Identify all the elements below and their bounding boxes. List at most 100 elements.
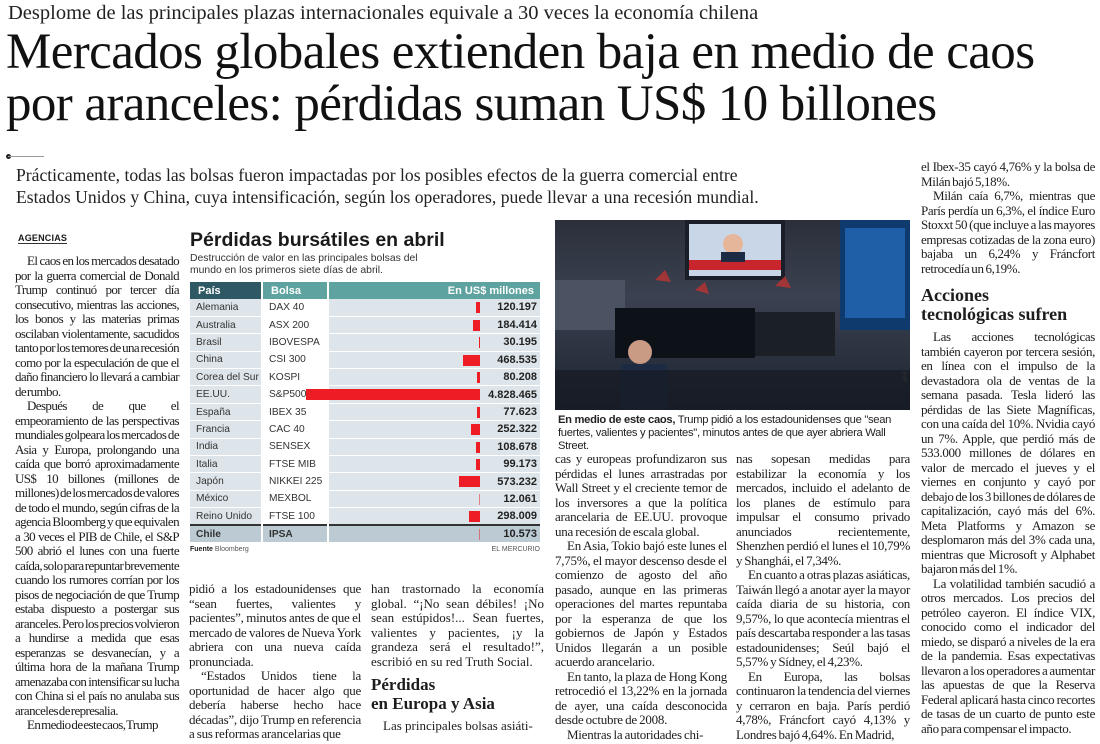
cell-bolsa: IBOVESPA	[262, 333, 329, 352]
subhead-line-2: en Europa y Asia	[371, 694, 495, 713]
source-label: Fuente	[190, 545, 213, 553]
bar-italia	[476, 459, 480, 471]
cell-bolsa: FTSE 100	[262, 507, 329, 526]
bar-chile	[478, 529, 480, 541]
bar-brasil	[478, 337, 480, 349]
article-column-2: pidió a los estadounidenses que “sean fu…	[189, 581, 361, 742]
deck-line-2: Estados Unidos y China, cuya intensifica…	[16, 187, 759, 207]
cell-pais: Brasil	[190, 333, 263, 352]
paragraph: Las principales bolsas asiáti-	[383, 718, 533, 733]
paragraph: En Europa, las bolsas continuaron la ten…	[736, 668, 910, 742]
cell-pais: India	[190, 438, 263, 457]
paragraph: En cuanto a otras plazas asiáticas, Taiw…	[736, 567, 910, 669]
paragraph: han trastornado la economía global. “¡No…	[371, 581, 544, 669]
value-label: 298.009	[497, 510, 537, 523]
caption-lead: En medio de este caos,	[558, 414, 676, 426]
cell-value: 4.828.465	[306, 385, 540, 404]
cell-pais: Italia	[190, 455, 263, 474]
cell-pais: Australia	[190, 316, 263, 335]
bar-reino-unido	[469, 511, 480, 523]
paragraph: el Ibex-35 cayó 4,76% y la bolsa de Milá…	[921, 159, 1095, 189]
value-label: 80.208	[503, 371, 537, 384]
bar-corea-del-sur	[477, 372, 480, 384]
kicker: Desplome de las principales plazas inter…	[8, 2, 759, 24]
cell-value: 10.573	[328, 524, 540, 543]
cell-value: 30.195	[328, 333, 540, 352]
article-column-3: han trastornado la economía global. “¡No…	[371, 581, 544, 742]
header-pais: País	[190, 282, 263, 299]
subhead: Pérdidas en Europa y Asia	[371, 675, 544, 713]
header-bolsa: Bolsa	[262, 282, 329, 299]
deck-line-1: Prácticamente, todas las bolsas fueron i…	[16, 165, 738, 185]
cell-pais: China	[190, 351, 263, 370]
paragraph: En Asia, Tokio bajó este lunes el 7,75%,…	[555, 538, 727, 669]
paragraph: pidió a los estadounidenses que “sean fu…	[189, 581, 361, 669]
subhead-line-1: Pérdidas	[371, 675, 436, 694]
bar-alemania	[475, 302, 480, 313]
cell-bolsa: IBEX 35	[262, 403, 329, 422]
subhead-line-1: Acciones	[921, 285, 989, 305]
table-row: India SENSEX 108.678	[190, 438, 540, 457]
cell-bolsa: SENSEX	[262, 438, 329, 457]
cell-value: 77.623	[328, 403, 540, 422]
cell-bolsa: IPSA	[262, 524, 329, 543]
cell-bolsa: DAX 40	[262, 299, 329, 317]
bar-india	[476, 441, 480, 453]
table-row: China CSI 300 468.535	[190, 351, 540, 370]
value-label: 99.173	[503, 458, 537, 471]
graphic-title: Pérdidas bursátiles en abril	[190, 229, 445, 251]
bar-australia	[473, 319, 480, 331]
bar-jap-n	[459, 476, 480, 488]
paragraph: En medio de este caos, Trump	[27, 717, 159, 732]
value-label: 4.828.465	[488, 388, 537, 401]
value-label: 468.535	[497, 353, 537, 366]
source: Bloomberg	[214, 545, 249, 553]
table-row: EE.UU. S&P500 4.828.465	[190, 385, 540, 404]
photo-credit: AFP	[903, 370, 909, 382]
caption-text: Trump pidió a los estadounidenses que "s…	[558, 414, 892, 452]
header-value: En US$ millones	[328, 282, 540, 299]
divider	[8, 156, 44, 157]
value-label: 30.195	[503, 336, 537, 349]
table-row: Japón NIKKEI 225 573.232	[190, 472, 540, 491]
cell-bolsa: CAC 40	[262, 420, 329, 439]
cell-pais: México	[190, 490, 263, 509]
headline: Mercados globales extienden baja en medi…	[6, 24, 1035, 130]
value-label: 184.414	[497, 319, 537, 332]
paragraph: cas y europeas profundizaron sus pérdida…	[555, 451, 727, 539]
losses-table-graphic: Pérdidas bursátiles en abril Destrucción…	[190, 228, 540, 553]
paragraph: La volatilidad también sacudió a otros m…	[921, 575, 1095, 736]
byline: AGENCIAS	[18, 233, 68, 244]
losses-table: País Bolsa En US$ millones Alemania DAX 4…	[190, 282, 540, 543]
cell-pais: EE.UU.	[190, 385, 263, 404]
bar-ee-uu-	[306, 389, 480, 401]
cell-pais: Japón	[190, 472, 263, 491]
table-row: Corea del Sur KOSPI 80.208	[190, 368, 540, 387]
cell-value: 108.678	[328, 438, 540, 457]
bar-espa-a	[477, 406, 480, 418]
paragraph: Milán caía 6,7%, mientras que París perd…	[921, 188, 1095, 276]
graphic-subtitle: Destrucción de valor en las principales …	[190, 253, 418, 276]
paragraph: “Estados Unidos tiene la oportunidad de …	[189, 668, 361, 741]
table-row: México MEXBOL 12.061	[190, 490, 540, 509]
cell-pais: Reino Unido	[190, 507, 263, 526]
value-label: 573.232	[497, 475, 537, 488]
bar-m-xico	[478, 493, 480, 505]
cell-value: 573.232	[328, 472, 540, 491]
cell-pais: Alemania	[190, 299, 263, 317]
table-header: País Bolsa En US$ millones	[190, 282, 540, 299]
value-label: 108.678	[497, 440, 537, 453]
value-label: 10.573	[503, 528, 537, 541]
deck: Prácticamente, todas las bolsas fueron i…	[16, 164, 916, 208]
cell-value: 184.414	[328, 316, 540, 335]
trading-floor-image	[555, 220, 910, 410]
table-row: Francia CAC 40 252.322	[190, 420, 540, 439]
cell-value: 252.322	[328, 420, 540, 439]
paragraph: nas sopesan medidas para estabilizar la …	[736, 451, 910, 568]
value-label: 120.197	[497, 301, 537, 314]
table-row: España IBEX 35 77.623	[190, 403, 540, 422]
article-column-5: nas sopesan medidas para estabilizar la …	[736, 451, 910, 742]
cell-value: 99.173	[328, 455, 540, 474]
headline-line-1: Mercados globales extienden baja en medi…	[6, 24, 1035, 80]
article-column-4: cas y europeas profundizaron sus pérdida…	[555, 451, 727, 742]
